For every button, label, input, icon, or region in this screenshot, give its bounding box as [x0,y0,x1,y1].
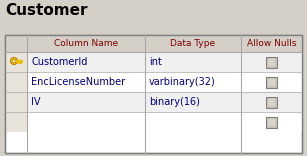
Bar [5,35,302,153]
Text: Column Name: Column Name [54,39,118,48]
Bar [5,92,27,112]
Bar [5,112,27,132]
Text: IV: IV [31,97,41,107]
Bar [5,35,302,52]
Bar [5,35,302,153]
Bar [0,0,307,26]
Text: varbinary(32): varbinary(32) [149,77,216,87]
Text: EncLicenseNumber: EncLicenseNumber [31,77,125,87]
Bar [268,119,275,125]
Bar [268,98,275,105]
Bar [5,72,27,92]
Text: binary(16): binary(16) [149,97,200,107]
Bar [5,52,27,72]
Bar [5,112,302,132]
Bar [5,92,302,112]
Text: Customer: Customer [5,3,87,18]
Text: int: int [149,57,162,67]
Bar [266,117,277,127]
Circle shape [13,59,15,63]
Text: Data Type: Data Type [170,39,216,48]
Text: CustomerId: CustomerId [31,57,87,67]
Circle shape [10,58,17,64]
Bar [266,56,277,68]
Text: Allow Nulls: Allow Nulls [247,39,296,48]
Bar [5,52,302,72]
Bar [266,97,277,107]
Bar [268,78,275,85]
Bar [268,58,275,66]
Bar [266,76,277,88]
Bar [5,72,302,92]
